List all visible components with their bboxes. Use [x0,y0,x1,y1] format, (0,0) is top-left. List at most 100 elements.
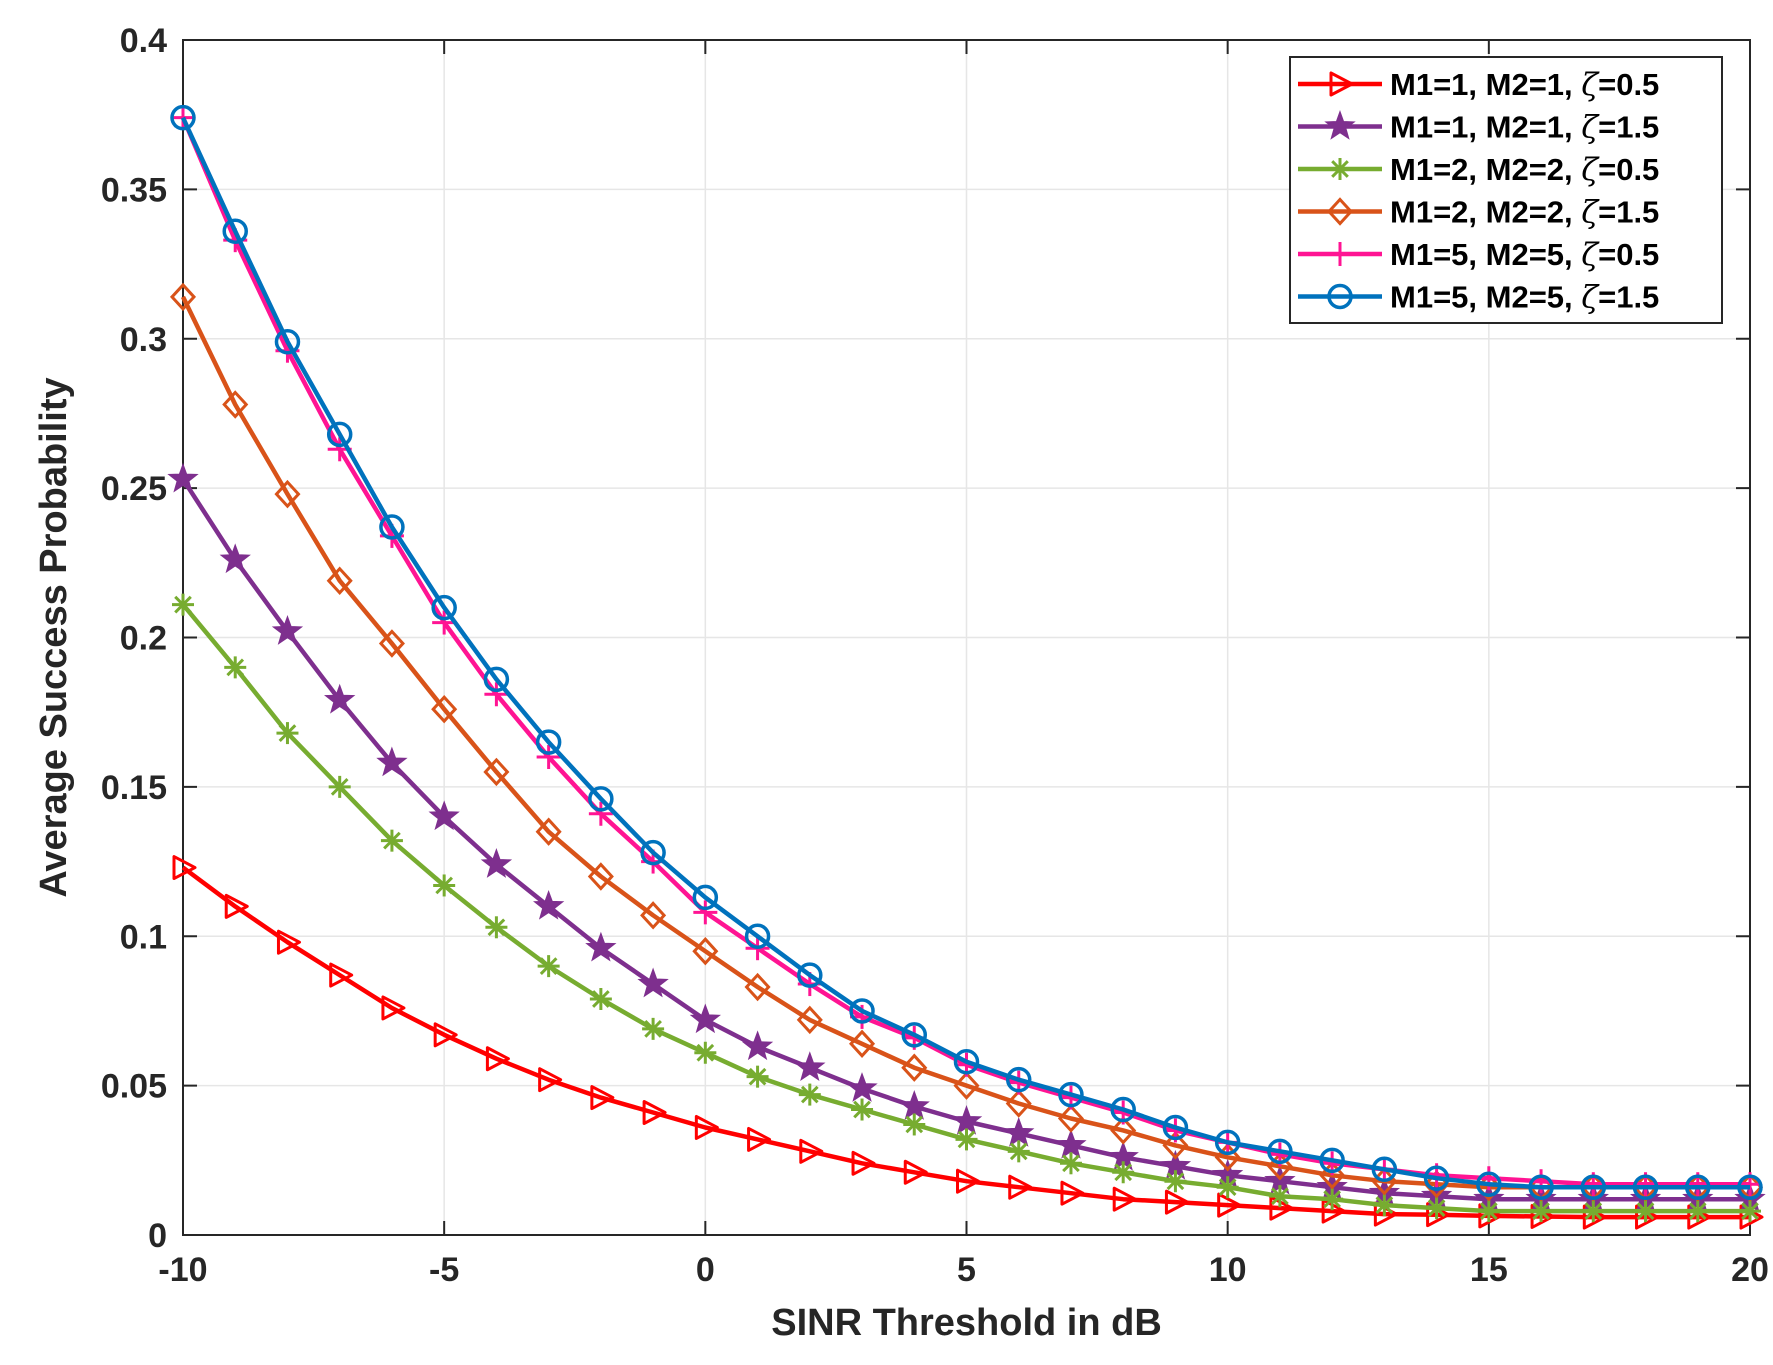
data-point [172,593,194,616]
data-point [797,962,823,988]
data-point [588,786,614,812]
data-point [1058,1081,1084,1108]
data-point [1005,1066,1032,1093]
data-point [1005,1089,1032,1118]
data-point [271,615,304,645]
data-point [1328,242,1352,266]
data-point [1329,71,1354,97]
y-tick-label: 0.25 [101,470,167,508]
data-point [1371,1156,1398,1183]
data-point [1112,1161,1135,1184]
legend-item-1: M1=1, M2=1, ζ=0.5 [1298,67,1659,103]
data-point [432,610,457,635]
data-point [956,1168,980,1194]
data-point [1327,283,1353,310]
data-point [1580,1174,1607,1200]
legend-label-symbol: ζ [1581,237,1600,273]
data-point [953,1071,980,1100]
data-point [274,479,301,509]
data-point [694,1114,719,1140]
legend-label-suffix: =1.5 [1598,280,1659,315]
legend-label-prefix: M1=2, M2=2, [1390,195,1581,230]
y-tick-label: 0.2 [120,620,167,658]
data-point [1162,1114,1189,1141]
data-point [1267,1138,1293,1165]
legend-label: M1=5, M2=5, ζ=0.5 [1390,237,1659,273]
data-point [222,218,248,244]
data-point [693,900,718,925]
data-point [955,1128,978,1151]
data-point [640,901,667,930]
data-point [898,1090,930,1120]
data-point [1060,1180,1085,1206]
legend-label: M1=2, M2=2, ζ=0.5 [1390,152,1659,188]
data-point [585,931,617,962]
x-tick-label: -10 [158,1251,207,1289]
axis-ticks: -10 -5 0 5 10 15 20 0 0.05 0.1 0.15 0.2 0.25 0.3 0.35 0… [101,22,1769,1289]
data-point [1007,1140,1030,1163]
data-point [538,1067,563,1093]
data-point [1528,1174,1554,1200]
data-point [169,282,197,312]
x-tick-label: 15 [1470,1251,1508,1289]
data-point [483,757,510,787]
data-point [224,893,249,919]
data-point [1634,1200,1657,1223]
data-point [433,874,456,897]
data-point [1632,1174,1659,1200]
data-point [1266,1152,1293,1181]
data-point [224,656,247,679]
data-point [590,1085,615,1111]
data-point [849,998,875,1024]
data-point [379,514,405,540]
legend-label-suffix: =1.5 [1598,195,1659,230]
legend-label-symbol: ζ [1581,152,1600,188]
legend-label-symbol: ζ [1581,110,1600,146]
data-point [483,666,510,693]
data-point [1477,1200,1500,1223]
data-point [689,1003,721,1034]
data-point [170,104,196,131]
series-line-6 [180,116,1750,1190]
data-point [172,855,197,881]
data-point [1530,1200,1553,1223]
data-point [1164,1170,1187,1193]
data-point [1216,1176,1239,1199]
data-point [376,746,408,777]
data-point [536,745,561,769]
data-point [1268,1185,1291,1208]
data-point [1686,1200,1709,1223]
y-tick-label: 0.1 [120,918,167,956]
data-point [637,967,669,998]
data-point [1008,1174,1033,1200]
data-point [1319,1147,1345,1174]
data-point [1214,1129,1241,1156]
y-tick-label: 0.15 [101,769,167,807]
data-point [694,1041,717,1064]
data-point [537,955,560,978]
data-point [851,1098,874,1121]
data-point [1685,1174,1711,1200]
legend-label-symbol: ζ [1581,195,1600,231]
data-point [692,936,719,966]
data-point [798,1083,821,1106]
data-point [380,829,403,852]
data-point [1425,1197,1448,1220]
legend-label-suffix: =0.5 [1598,67,1659,102]
legend-label-suffix: =1.5 [1598,110,1659,145]
x-axis-label: SINR Threshold in dB [771,1302,1162,1344]
data-point [589,987,612,1010]
data-point [1057,1104,1085,1133]
data-point [1217,1192,1242,1218]
data-point [1110,1096,1136,1123]
data-point [1476,1171,1502,1197]
legend-label-prefix: M1=5, M2=5, [1390,237,1581,272]
data-point [1326,197,1354,226]
data-point [485,916,508,939]
data-point [953,1048,980,1075]
data-point [1321,1188,1344,1211]
data-point [950,1105,983,1135]
y-axis-label: Average Success Probability [33,377,75,897]
data-point [171,105,195,130]
